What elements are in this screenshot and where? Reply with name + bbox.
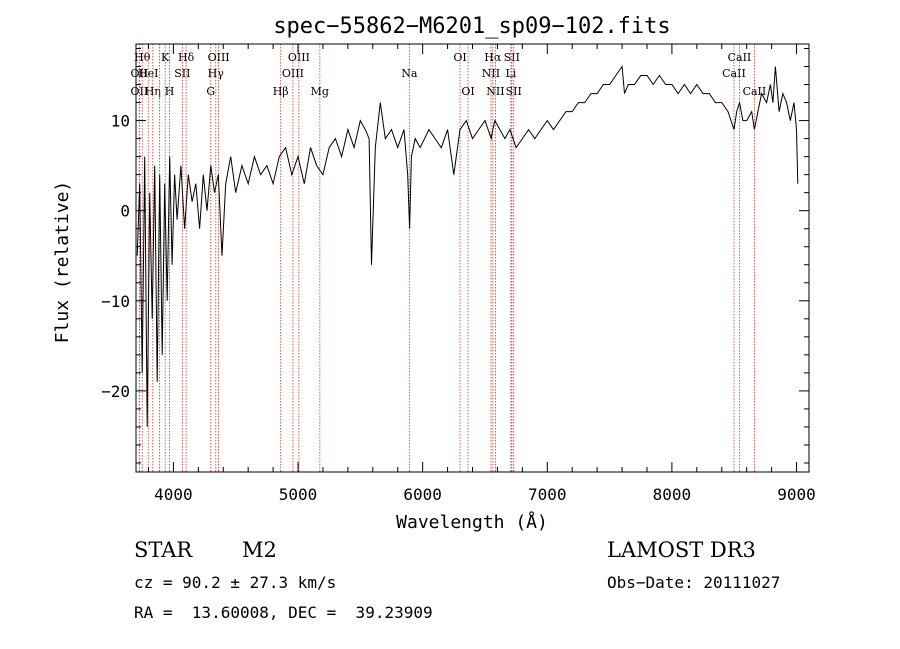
x-tick-label: 6000 bbox=[403, 485, 442, 504]
line-label: Hθ bbox=[134, 51, 151, 64]
line-label: K bbox=[161, 51, 170, 64]
y-tick-label: −20 bbox=[101, 382, 130, 401]
line-label: Hη bbox=[145, 85, 161, 98]
x-tick-label: 4000 bbox=[154, 485, 193, 504]
line-label: OII bbox=[131, 85, 149, 98]
line-label: NII bbox=[482, 67, 500, 80]
line-label: CaII bbox=[722, 67, 746, 80]
line-label: OI bbox=[461, 85, 474, 98]
x-tick-label: 8000 bbox=[653, 485, 692, 504]
x-axis-label: Wavelength (Å) bbox=[396, 511, 548, 533]
line-label: OI bbox=[453, 51, 466, 64]
line-label: OII bbox=[131, 67, 149, 80]
line-label: Mg bbox=[311, 85, 329, 98]
line-label: Hα bbox=[484, 51, 502, 64]
line-label: Na bbox=[401, 67, 418, 80]
x-tick-label: 9000 bbox=[777, 485, 816, 504]
line-label: SII bbox=[174, 67, 190, 80]
chart-title: spec−55862−M6201_sp09−102.fits bbox=[273, 14, 670, 39]
line-label: OIII bbox=[282, 67, 304, 80]
spectrum-line bbox=[136, 65, 799, 427]
axes bbox=[135, 43, 810, 473]
line-label: Hδ bbox=[178, 51, 195, 64]
object-class: STAR bbox=[134, 538, 193, 562]
line-label: H bbox=[165, 85, 175, 98]
series-layer bbox=[136, 65, 799, 427]
line-label: OIII bbox=[208, 51, 230, 64]
line-label: NII bbox=[486, 85, 504, 98]
survey-name: LAMOST DR3 bbox=[607, 538, 756, 562]
line-markers: OII OII Hθ HeI Hη K H SII Hδ G Hγ OIII Hβ OIII OIII Mg N… bbox=[131, 44, 767, 472]
line-label: SII bbox=[504, 51, 520, 64]
line-label: HeI bbox=[138, 67, 158, 80]
redshift-cz: cz = 90.2 ± 27.3 km/s bbox=[134, 573, 337, 592]
line-label: SII bbox=[506, 85, 522, 98]
line-label: OIII bbox=[288, 51, 310, 64]
line-label: CaII bbox=[743, 85, 767, 98]
line-label: Hβ bbox=[273, 85, 289, 98]
y-tick-label: 0 bbox=[120, 202, 130, 221]
plot-frame bbox=[135, 43, 810, 473]
y-tick-label: 10 bbox=[111, 112, 130, 131]
line-label: CaII bbox=[728, 51, 752, 64]
y-axis-label: Flux (relative) bbox=[52, 181, 73, 344]
x-tick-label: 5000 bbox=[279, 485, 318, 504]
obs-date: Obs−Date: 20111027 bbox=[607, 573, 781, 592]
object-subclass: M2 bbox=[242, 538, 277, 562]
line-label: Hγ bbox=[208, 67, 225, 80]
x-tick-label: 7000 bbox=[528, 485, 567, 504]
y-tick-label: −10 bbox=[101, 292, 130, 311]
line-label: G bbox=[206, 85, 215, 98]
ticks: 4000 5000 6000 7000 8000 9000 −20 −10 0 10 bbox=[101, 44, 816, 504]
line-label: Li bbox=[505, 67, 516, 80]
ra-dec: RA = 13.60008, DEC = 39.23909 bbox=[134, 603, 433, 622]
